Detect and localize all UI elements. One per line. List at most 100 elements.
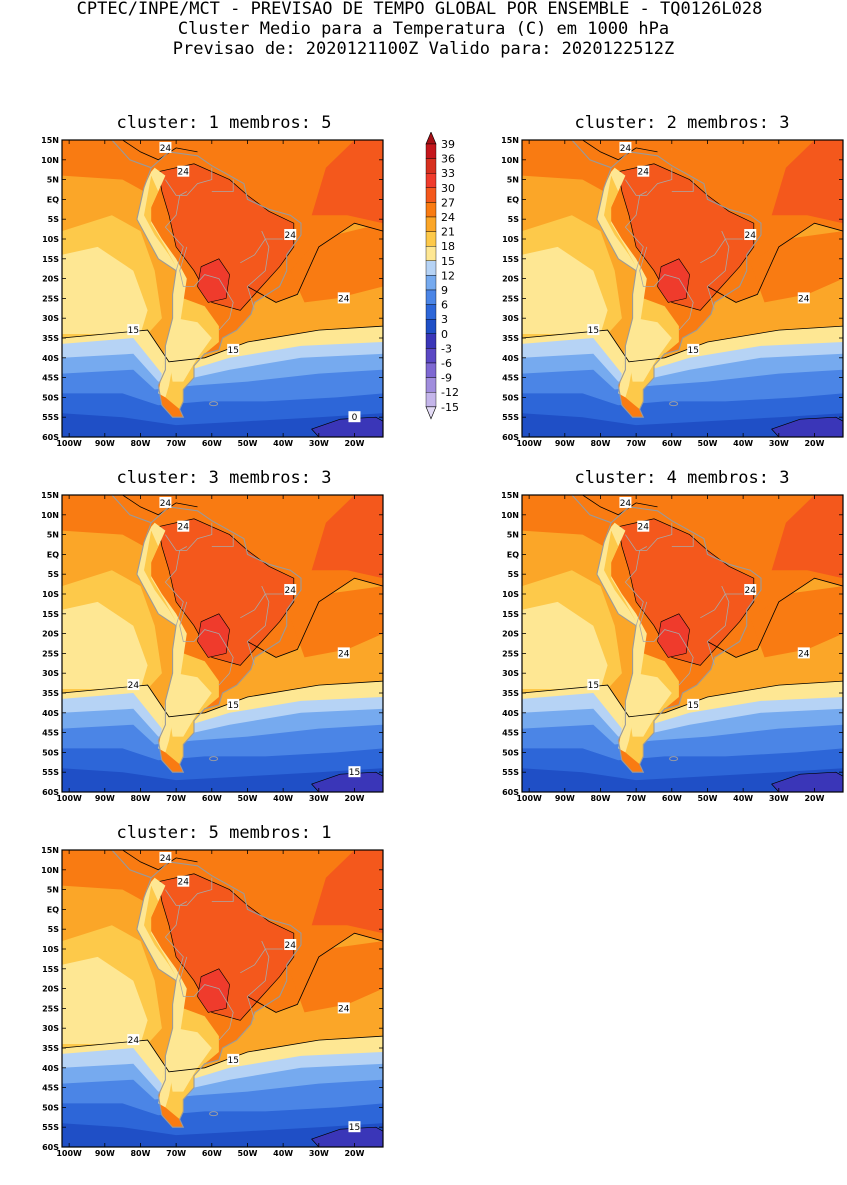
lat-label: 10S xyxy=(502,235,519,244)
lon-label: 80W xyxy=(130,794,150,803)
contour-24-atlantic xyxy=(247,577,383,658)
lat-label: 40S xyxy=(42,354,59,363)
contour-label-bg xyxy=(797,292,810,304)
lon-label: 50W xyxy=(697,794,717,803)
colorbar-tick-label: 0 xyxy=(441,328,448,341)
colorbar-tick-label: 6 xyxy=(441,299,448,312)
lat-label: 60S xyxy=(42,1143,59,1152)
lon-label: 70W xyxy=(166,794,186,803)
colorbar-swatch xyxy=(425,318,437,334)
lon-label: 20W xyxy=(344,1149,364,1158)
country-border xyxy=(625,522,673,551)
lon-label: 30W xyxy=(769,439,789,448)
lat-label: 30S xyxy=(42,669,59,678)
colorbar-tick-label: 18 xyxy=(441,240,455,253)
colorbar-swatch xyxy=(425,362,437,378)
colorbar-legend: 39 36 33 30 27 24 21 18 15 12 9 6 3 0 -3 -6 -9 -12 -15 xyxy=(420,131,480,442)
lat-label: 35S xyxy=(502,334,519,343)
colorbar-top-arrow xyxy=(425,131,437,145)
central-america-coast xyxy=(111,850,152,879)
hotspot-30 xyxy=(657,613,690,658)
contour-label: 15 xyxy=(588,681,599,691)
country-border xyxy=(639,601,680,642)
continent-15 xyxy=(169,673,212,737)
lat-label: 50S xyxy=(42,393,59,402)
lat-label: 20S xyxy=(502,275,519,284)
temp-band-minus3 xyxy=(771,416,843,437)
lat-label: 30S xyxy=(502,669,519,678)
lat-label: 40S xyxy=(42,709,59,718)
lon-label: 30W xyxy=(309,1149,329,1158)
lat-label: 35S xyxy=(502,689,519,698)
contour-label: 24 xyxy=(178,168,190,178)
contour-label-bg xyxy=(587,679,600,691)
contour-label: 24 xyxy=(745,231,757,241)
lat-label: 15S xyxy=(42,610,59,619)
contour-label: 24 xyxy=(638,523,650,533)
temp-band-0 xyxy=(522,413,843,437)
map-frame xyxy=(521,494,844,793)
temp-band-15 xyxy=(62,956,148,1044)
lon-label: 40W xyxy=(733,794,753,803)
colorbar-swatch xyxy=(425,289,437,305)
continent-27 xyxy=(157,163,295,311)
central-america-coast xyxy=(111,495,152,524)
lat-label: 20S xyxy=(42,985,59,994)
temp-band-27-ocean xyxy=(771,495,843,579)
lat-label: 20S xyxy=(42,275,59,284)
contour-label-bg xyxy=(337,647,350,659)
lon-label: 100W xyxy=(56,1149,82,1158)
temp-band-minus3 xyxy=(311,416,383,437)
map-frame xyxy=(61,139,384,438)
lat-label: 15N xyxy=(41,491,59,500)
contour-label: 15 xyxy=(687,346,698,356)
temp-band-24-atlantic xyxy=(290,223,383,303)
country-border xyxy=(639,246,680,287)
colorbar-tick-label: 39 xyxy=(441,138,455,151)
lat-label: 45S xyxy=(502,374,519,383)
subtitle-variable: Cluster Medio para a Temperatura (C) em … xyxy=(177,19,670,39)
colorbar-swatch xyxy=(425,202,437,218)
colorbar-tick-label: -6 xyxy=(441,357,452,370)
colorbar-tick-label: 33 xyxy=(441,167,455,180)
colorbar-tick-label: 21 xyxy=(441,226,455,239)
falklands-island xyxy=(669,756,679,762)
falklands-island xyxy=(209,756,219,762)
country-border xyxy=(179,601,220,642)
lat-label: 5N xyxy=(47,176,59,185)
colorbar-bottom-arrow xyxy=(425,406,437,420)
contour-label: 24 xyxy=(338,294,350,304)
lon-label: 50W xyxy=(237,794,257,803)
country-border xyxy=(211,179,234,192)
lon-label: 20W xyxy=(804,794,824,803)
lat-label: 50S xyxy=(502,748,519,757)
country-border xyxy=(211,534,234,547)
temp-band-27-ocean xyxy=(311,140,383,224)
temp-band-0 xyxy=(522,768,843,792)
temp-band-15 xyxy=(522,246,608,334)
hotspot-30 xyxy=(657,258,690,303)
lat-label: 60S xyxy=(42,788,59,797)
colorbar-tick-label: 15 xyxy=(441,255,455,268)
country-border xyxy=(240,948,284,974)
country-border xyxy=(211,889,234,902)
lat-label: 5N xyxy=(507,531,519,540)
colorbar-swatch xyxy=(425,260,437,276)
contour-15 xyxy=(522,680,843,718)
contour-label: 24 xyxy=(798,294,810,304)
contour-label: 24 xyxy=(338,649,350,659)
colorbar-swatch xyxy=(425,187,437,203)
temp-band-27-ocean xyxy=(311,850,383,934)
lon-label: 40W xyxy=(273,439,293,448)
falklands-island xyxy=(669,401,679,407)
country-border xyxy=(678,278,694,331)
panel-title-5: cluster: 5 membros: 1 xyxy=(116,823,332,843)
continent-15 xyxy=(169,318,212,382)
hotspot-30 xyxy=(197,258,230,303)
contour-label-bg xyxy=(619,496,632,508)
lat-label: 15N xyxy=(501,136,519,145)
lat-label: 20S xyxy=(42,630,59,639)
lat-label: 5S xyxy=(508,215,520,224)
country-border xyxy=(247,940,270,1021)
lat-label: 15S xyxy=(42,255,59,264)
